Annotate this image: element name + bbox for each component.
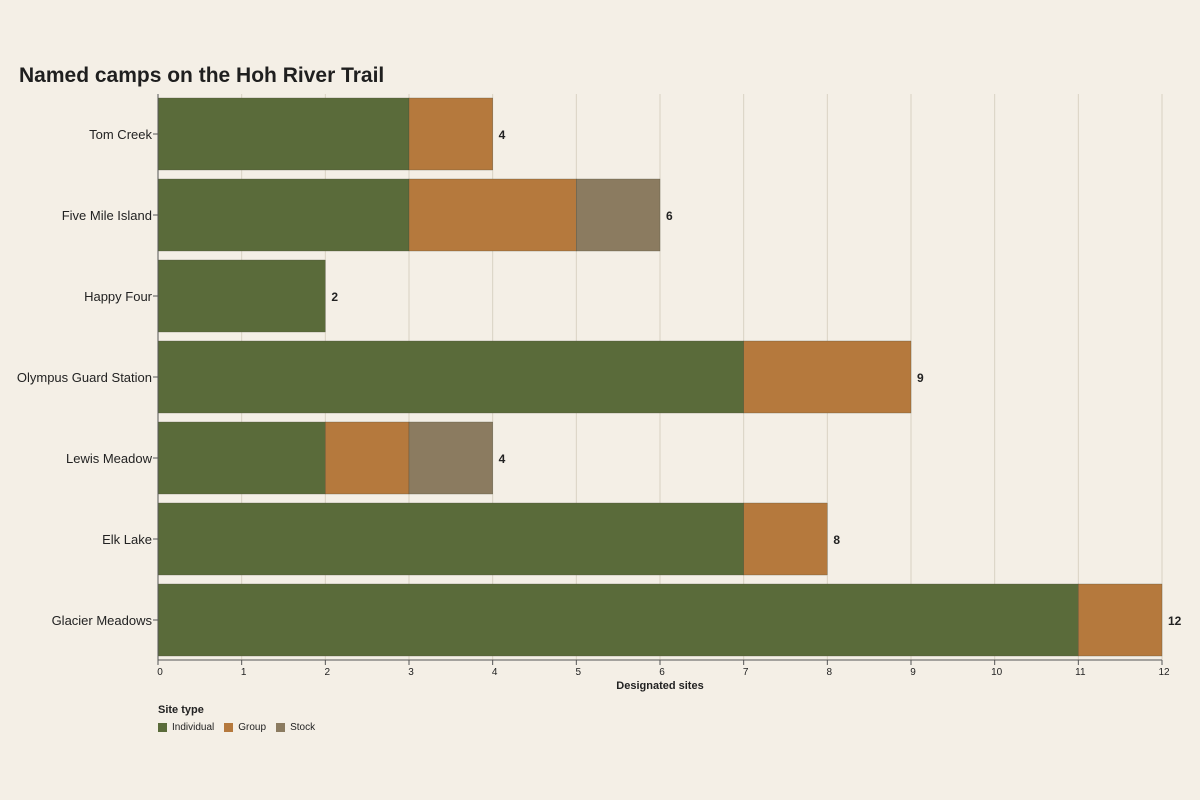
bar-segment-group bbox=[743, 340, 912, 414]
bar-segment-group bbox=[325, 421, 410, 495]
bar-segment-individual bbox=[157, 97, 410, 171]
legend-title: Site type bbox=[158, 704, 204, 716]
bar-segment-individual bbox=[157, 421, 326, 495]
legend-swatch bbox=[158, 723, 167, 732]
bar-segment-individual bbox=[157, 178, 410, 252]
category-label: Elk Lake bbox=[102, 532, 152, 547]
category-label: Glacier Meadows bbox=[52, 613, 153, 628]
legend-swatch bbox=[276, 723, 286, 732]
bar-segment-stock bbox=[408, 421, 493, 495]
legend-label: Group bbox=[238, 722, 267, 733]
x-tick-label: 4 bbox=[492, 667, 498, 678]
total-label: 8 bbox=[833, 533, 840, 547]
legend-label: Individual bbox=[172, 722, 215, 733]
bar-segment-individual bbox=[157, 583, 1079, 657]
x-tick-label: 0 bbox=[157, 667, 163, 678]
x-tick-label: 5 bbox=[576, 667, 582, 678]
x-tick-label: 12 bbox=[1158, 667, 1170, 678]
category-label: Five Mile Island bbox=[62, 208, 152, 223]
legend-item-individual: Individual bbox=[158, 722, 214, 733]
legend-items: Individual Group Stock bbox=[158, 722, 315, 733]
legend-item-stock: Stock bbox=[276, 722, 315, 733]
x-tick-label: 8 bbox=[827, 667, 833, 678]
bar-segment-individual bbox=[157, 340, 744, 414]
bars bbox=[157, 97, 1163, 657]
chart-title: Named camps on the Hoh River Trail bbox=[19, 64, 385, 87]
bar-segment-stock bbox=[576, 178, 661, 252]
legend-label: Stock bbox=[290, 722, 316, 733]
x-tick-label: 3 bbox=[408, 667, 414, 678]
total-label: 9 bbox=[917, 371, 924, 385]
bar-segment-individual bbox=[157, 259, 326, 333]
labels: Tom Creek 4 Five Mile Island 6 Happy Four 2 Ol… bbox=[17, 127, 1182, 628]
total-label: 6 bbox=[666, 209, 673, 223]
x-tick-label: 9 bbox=[910, 667, 916, 678]
legend: Site type Individual Group Stock bbox=[158, 704, 315, 733]
bar-segment-group bbox=[408, 178, 577, 252]
axes: 0 1 2 3 4 5 6 7 8 9 10 11 12 bbox=[153, 94, 1170, 678]
bar-segment-group bbox=[743, 502, 828, 576]
total-label: 4 bbox=[499, 128, 506, 142]
category-label: Lewis Meadow bbox=[66, 451, 153, 466]
category-label: Olympus Guard Station bbox=[17, 370, 152, 385]
x-tick-label: 7 bbox=[743, 667, 749, 678]
x-tick-label: 11 bbox=[1075, 667, 1086, 678]
x-axis-title: Designated sites bbox=[616, 680, 703, 692]
legend-item-group: Group bbox=[224, 722, 266, 733]
bar-segment-individual bbox=[157, 502, 744, 576]
x-tick-label: 6 bbox=[659, 667, 665, 678]
x-tick-label: 10 bbox=[991, 667, 1003, 678]
category-label: Tom Creek bbox=[89, 127, 152, 142]
total-label: 4 bbox=[499, 452, 506, 466]
x-tick-label: 1 bbox=[241, 667, 247, 678]
bar-segment-group bbox=[408, 97, 493, 171]
x-tick-label: 2 bbox=[325, 667, 331, 678]
category-label: Happy Four bbox=[84, 289, 153, 304]
total-label: 12 bbox=[1168, 614, 1182, 628]
legend-swatch bbox=[224, 723, 234, 732]
bar-segment-group bbox=[1078, 583, 1163, 657]
total-label: 2 bbox=[331, 290, 338, 304]
